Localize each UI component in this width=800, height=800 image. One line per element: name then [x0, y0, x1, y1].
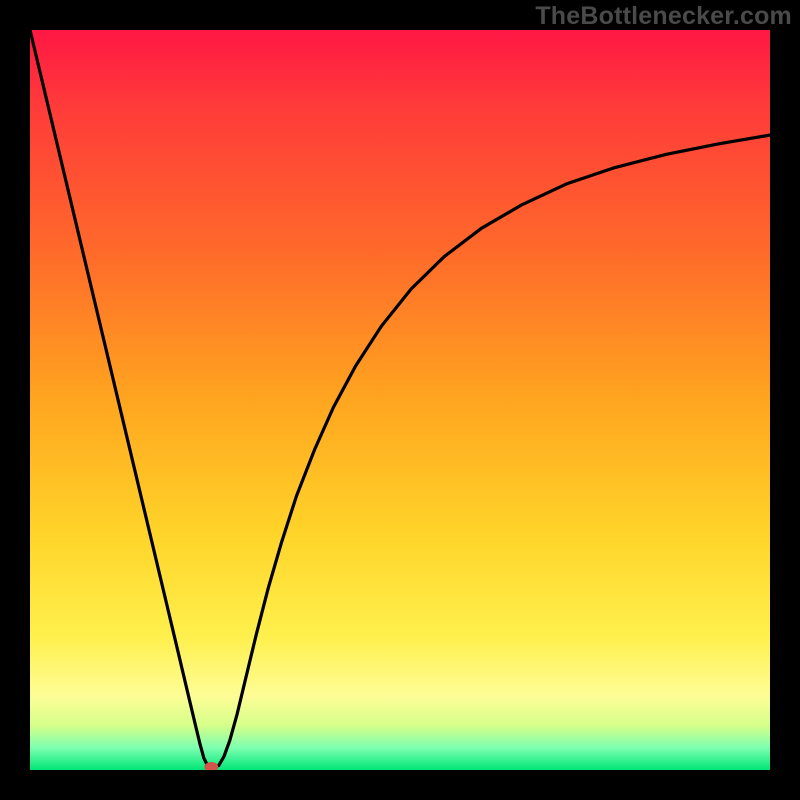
watermark-text: TheBottlenecker.com [535, 2, 792, 31]
plot-area [30, 30, 770, 770]
curve-layer [30, 30, 770, 770]
bottleneck-curve [30, 30, 770, 769]
chart-container: TheBottlenecker.com [0, 0, 800, 800]
